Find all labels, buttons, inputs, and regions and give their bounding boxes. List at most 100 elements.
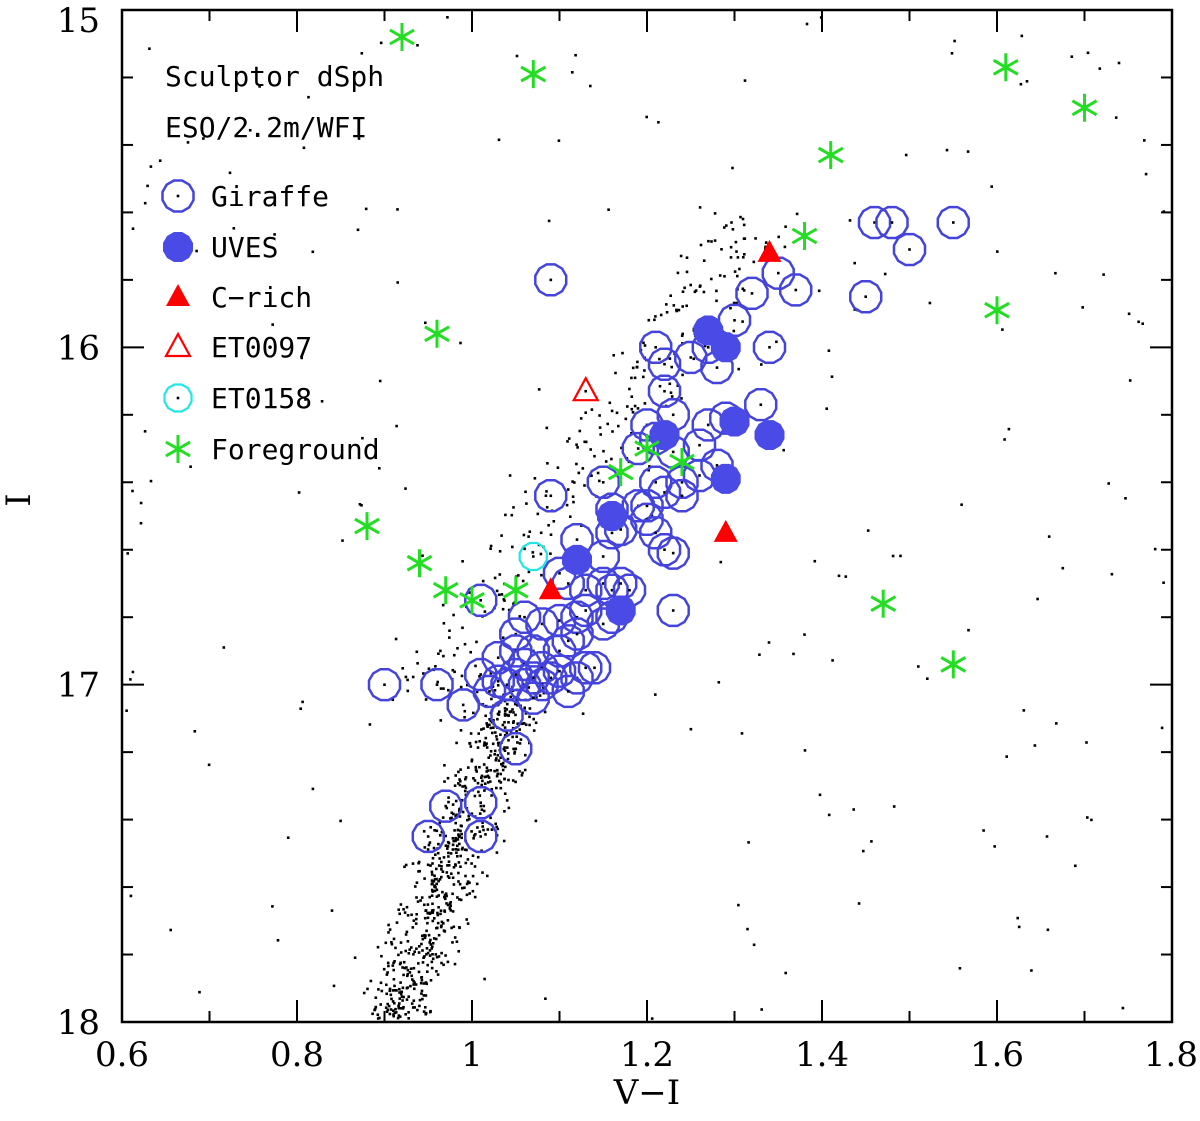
- field-star: [680, 397, 683, 400]
- field-star: [503, 714, 507, 717]
- field-star: [386, 1008, 390, 1012]
- field-star: [414, 983, 418, 986]
- field-star: [454, 814, 457, 818]
- field-star: [461, 785, 464, 788]
- field-star: [474, 768, 478, 772]
- field-star: [1110, 572, 1114, 576]
- field-star: [422, 830, 426, 833]
- field-star: [433, 884, 436, 887]
- field-star: [1085, 741, 1088, 744]
- field-star: [458, 882, 462, 886]
- field-star: [398, 962, 402, 966]
- field-star: [463, 642, 467, 646]
- field-star: [614, 371, 617, 375]
- giraffe-center-dot: [549, 494, 553, 498]
- field-star: [454, 839, 457, 843]
- field-star: [899, 554, 902, 558]
- field-star: [547, 219, 551, 223]
- giraffe-point: [586, 465, 620, 499]
- field-star: [193, 730, 197, 733]
- field-star: [489, 726, 493, 730]
- giraffe-center-dot: [663, 548, 666, 551]
- field-star: [405, 905, 409, 909]
- field-star: [523, 768, 527, 772]
- field-star: [422, 982, 426, 985]
- field-star: [497, 759, 501, 762]
- field-star: [476, 855, 480, 859]
- field-star: [424, 934, 427, 937]
- giraffe-point: [682, 458, 717, 493]
- field-star: [481, 579, 485, 583]
- field-star: [428, 949, 432, 952]
- field-star: [1137, 320, 1140, 324]
- field-star: [635, 365, 639, 369]
- field-star: [517, 574, 520, 577]
- field-star: [439, 687, 443, 690]
- giraffe-point: [647, 374, 682, 408]
- field-star: [467, 766, 470, 769]
- giraffe-point: [639, 330, 673, 365]
- field-star: [425, 953, 428, 956]
- field-star: [452, 839, 455, 843]
- field-star: [668, 357, 672, 360]
- field-star: [444, 954, 447, 957]
- field-star: [489, 816, 492, 820]
- field-star: [512, 602, 515, 605]
- field-star: [1143, 139, 1146, 142]
- field-star: [467, 814, 470, 818]
- field-star: [643, 344, 647, 347]
- field-star: [425, 929, 428, 933]
- field-star: [229, 236, 232, 240]
- field-star: [475, 690, 479, 694]
- field-star: [689, 283, 692, 287]
- field-star: [341, 539, 344, 542]
- field-star: [636, 360, 639, 364]
- legend-marker-giraffe: [161, 179, 195, 213]
- giraffe-center-dot: [593, 666, 596, 670]
- field-star: [395, 921, 399, 924]
- giraffe-center-dot: [663, 362, 666, 366]
- giraffe-point: [639, 516, 673, 550]
- foreground-point: [940, 650, 967, 679]
- field-star: [403, 865, 406, 869]
- field-star: [148, 47, 151, 50]
- giraffe-center-dot: [567, 582, 570, 585]
- field-star: [465, 882, 469, 886]
- field-star: [503, 720, 506, 724]
- giraffe-center-dot: [505, 683, 509, 686]
- giraffe-center-dot: [584, 609, 587, 612]
- giraffe-point: [560, 661, 594, 695]
- field-star: [642, 341, 645, 345]
- field-star: [470, 830, 473, 833]
- field-star: [431, 902, 434, 906]
- field-star: [387, 1004, 391, 1008]
- giraffe-point: [367, 667, 402, 702]
- field-star: [967, 628, 970, 632]
- field-star: [742, 289, 746, 292]
- field-star: [715, 299, 718, 303]
- field-star: [484, 736, 488, 740]
- field-star: [527, 686, 531, 689]
- field-star: [417, 951, 421, 954]
- y-tick-label: 15: [57, 1, 100, 41]
- field-star: [371, 1012, 374, 1016]
- field-star: [486, 874, 489, 878]
- field-star: [500, 762, 503, 766]
- field-star: [450, 811, 454, 815]
- field-star: [407, 952, 411, 955]
- field-star: [731, 228, 735, 231]
- foreground-point: [520, 60, 547, 89]
- field-star: [534, 721, 538, 725]
- field-star: [501, 636, 505, 639]
- field-star: [491, 731, 494, 735]
- field-star: [483, 789, 486, 792]
- field-star: [692, 357, 696, 361]
- field-star: [401, 667, 404, 670]
- field-star: [1086, 816, 1089, 819]
- field-star: [478, 830, 482, 833]
- giraffe-point: [892, 232, 927, 267]
- field-star: [432, 937, 436, 940]
- field-star: [392, 937, 396, 941]
- field-star: [571, 71, 574, 74]
- field-star: [453, 962, 457, 966]
